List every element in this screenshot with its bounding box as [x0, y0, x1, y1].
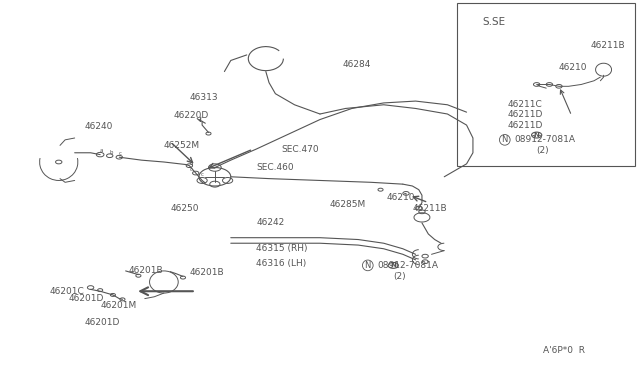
Text: d: d — [189, 161, 193, 166]
Text: 46211D: 46211D — [508, 109, 543, 119]
Text: 46201D: 46201D — [84, 318, 120, 327]
Text: 08912-7081A: 08912-7081A — [515, 135, 575, 144]
Text: A'6P*0  R: A'6P*0 R — [543, 346, 585, 355]
Text: 46201M: 46201M — [100, 301, 136, 311]
Text: N: N — [502, 135, 508, 144]
Text: 46313: 46313 — [189, 93, 218, 102]
Text: S.SE: S.SE — [483, 17, 506, 27]
FancyBboxPatch shape — [457, 3, 636, 166]
Text: 46211B: 46211B — [591, 41, 625, 50]
Text: c: c — [119, 151, 122, 156]
Text: 46201C: 46201C — [49, 287, 84, 296]
Text: SEC.470: SEC.470 — [282, 145, 319, 154]
Text: (2): (2) — [394, 272, 406, 281]
Text: 46315 (RH): 46315 (RH) — [256, 244, 308, 253]
Text: N: N — [365, 261, 371, 270]
Text: 46201B: 46201B — [189, 268, 224, 277]
Text: b: b — [109, 150, 113, 154]
Text: 08912-7081A: 08912-7081A — [378, 261, 438, 270]
Text: 46201D: 46201D — [68, 294, 104, 303]
Text: 46210: 46210 — [387, 193, 415, 202]
Text: N: N — [534, 132, 540, 138]
Text: 46240: 46240 — [84, 122, 113, 131]
Text: 46285M: 46285M — [330, 200, 366, 209]
Text: 46211B: 46211B — [412, 203, 447, 213]
Text: 46242: 46242 — [256, 218, 285, 227]
Text: 46252M: 46252M — [164, 141, 200, 150]
Text: 46250: 46250 — [170, 203, 199, 213]
Text: SEC.460: SEC.460 — [256, 163, 294, 172]
Text: (2): (2) — [537, 147, 549, 155]
Text: 46316 (LH): 46316 (LH) — [256, 259, 307, 268]
Text: 46201B: 46201B — [129, 266, 163, 275]
Text: 46210: 46210 — [559, 63, 588, 72]
Text: 46211D: 46211D — [508, 121, 543, 129]
Text: N: N — [390, 262, 396, 268]
Text: c: c — [200, 172, 204, 177]
Text: 46211C: 46211C — [508, 100, 543, 109]
Text: c: c — [190, 167, 193, 172]
Text: a: a — [100, 148, 103, 153]
Text: 46220D: 46220D — [173, 111, 209, 121]
Text: 46284: 46284 — [342, 60, 371, 69]
